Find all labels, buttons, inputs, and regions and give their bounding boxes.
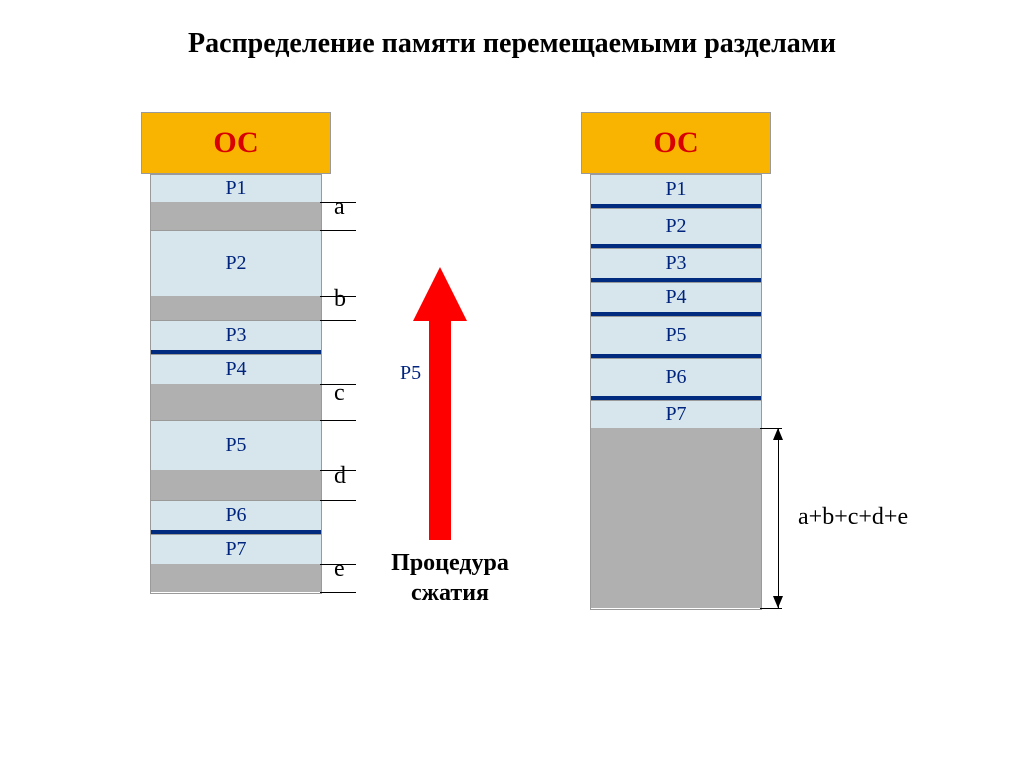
gap-label: d [334, 463, 346, 490]
process-segment: Р1 [591, 174, 761, 204]
process-segment: Р3 [591, 248, 761, 278]
process-segment: Р2 [591, 208, 761, 244]
memory-stack-before: ОСР1Р2Р3Р4Р5Р6Р7 [150, 112, 322, 594]
gap-tick [320, 320, 356, 321]
gap-tick [320, 230, 356, 231]
os-block: ОС [141, 112, 331, 174]
process-segment: Р1 [151, 174, 321, 202]
process-segment: Р3 [151, 320, 321, 350]
process-segment: Р4 [151, 354, 321, 384]
os-block: ОС [581, 112, 771, 174]
arrow-label-line2: сжатия [360, 580, 540, 607]
gap-segment [151, 202, 321, 230]
gap-segment [151, 470, 321, 500]
dim-vline [778, 428, 779, 608]
gap-label: c [334, 380, 345, 407]
process-segment: Р5 [151, 420, 321, 470]
stray-label-p5: Р5 [400, 362, 421, 385]
gap-label: b [334, 286, 346, 313]
process-segment: Р5 [591, 316, 761, 354]
arrow-label-line1: Процедура [360, 550, 540, 577]
process-segment: Р2 [151, 230, 321, 296]
process-segment: Р6 [151, 500, 321, 530]
dim-arrowhead-bottom [773, 596, 783, 608]
process-segment: Р4 [591, 282, 761, 312]
gap-tick [320, 592, 356, 593]
process-segment: Р7 [591, 400, 761, 428]
gap-segment [591, 428, 761, 608]
process-segment: Р7 [151, 534, 321, 564]
gap-label: e [334, 556, 345, 583]
gap-segment [151, 564, 321, 592]
dim-label: a+b+c+d+e [798, 504, 908, 531]
page-title: Распределение памяти перемещаемыми разде… [0, 28, 1024, 60]
gap-segment [151, 296, 321, 320]
gap-tick [320, 420, 356, 421]
memory-stack-after: ОСР1Р2Р3Р4Р5Р6Р7 [590, 112, 762, 610]
arrow-head [413, 267, 467, 321]
arrow-body [429, 319, 451, 540]
gap-tick [320, 500, 356, 501]
gap-label: a [334, 194, 345, 221]
process-segment: Р6 [591, 358, 761, 396]
dim-tick [760, 608, 782, 609]
dim-arrowhead-top [773, 428, 783, 440]
gap-segment [151, 384, 321, 420]
